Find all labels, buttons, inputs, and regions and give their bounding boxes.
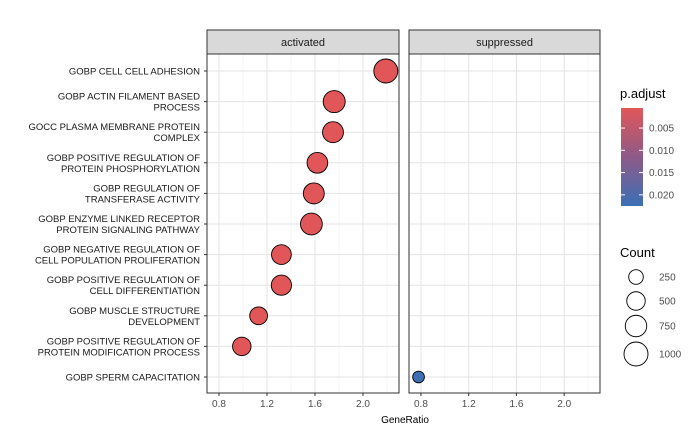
legend-size-key xyxy=(624,314,648,338)
legend-size-label: 250 xyxy=(659,273,676,284)
y-tick-label: GOCC PLASMA MEMBRANE PROTEIN COMPLEX xyxy=(28,122,200,144)
data-point xyxy=(302,182,325,205)
x-tick-label: 1.2 xyxy=(462,399,476,410)
y-tick-label: GOBP CELL CELL ADHESION xyxy=(69,67,200,78)
data-point xyxy=(373,58,399,84)
x-tick-label: 2.0 xyxy=(557,399,571,410)
legend-p-adjust: p.adjust 0.005 0.010 0.015 0.020 xyxy=(620,86,674,206)
legend-count: Count 250 500 750 1000 xyxy=(620,245,682,367)
legend-colorbar-label: 0.005 xyxy=(649,124,674,135)
data-point xyxy=(232,336,252,357)
data-point xyxy=(322,121,344,144)
legend-title: Count xyxy=(620,245,655,260)
x-tick-label: 0.8 xyxy=(414,399,428,410)
y-tick-label: GOBP POSITIVE REGULATION OF PROTEIN PHOSP… xyxy=(47,153,200,175)
y-tick-label: GOBP MUSCLE STRUCTURE DEVELOPMENT xyxy=(69,306,200,328)
y-tick-label: GOBP POSITIVE REGULATION OF PROTEIN MODIF… xyxy=(38,336,201,358)
legend-size-key xyxy=(623,341,649,367)
data-point xyxy=(249,306,268,326)
y-tick-label: GOBP REGULATION OF TRANSFERASE ACTIVITY xyxy=(85,183,201,205)
x-tick-label: 1.6 xyxy=(308,399,322,410)
x-axis-title: GeneRatio xyxy=(381,415,429,426)
facet-strip-label: activated xyxy=(281,37,325,49)
legend-colorbar-label: 0.015 xyxy=(649,168,674,179)
facet-panel-activated: activated xyxy=(206,29,400,394)
panel-border xyxy=(408,53,601,394)
x-tick-label: 1.6 xyxy=(509,399,523,410)
x-tick-label: 0.8 xyxy=(212,399,226,410)
legend-size-label: 750 xyxy=(659,322,676,333)
data-point xyxy=(300,212,323,236)
legend-size-label: 1000 xyxy=(659,350,682,361)
legend-title: p.adjust xyxy=(620,86,666,101)
y-tick-label: GOBP ENZYME LINKED RECEPTOR PROTEIN SIGNA… xyxy=(38,214,200,236)
y-tick-label: GOBP NEGATIVE REGULATION OF CELL POPULATI… xyxy=(35,245,200,267)
x-tick-label: 1.2 xyxy=(260,399,274,410)
legend-size-label: 500 xyxy=(659,297,676,308)
y-tick-label: GOBP POSITIVE REGULATION OF CELL DIFFEREN… xyxy=(47,275,200,297)
data-point xyxy=(270,274,292,296)
data-point xyxy=(322,90,346,114)
data-point xyxy=(271,244,292,265)
legend-colorbar-label: 0.020 xyxy=(649,190,674,201)
facet-strip xyxy=(408,29,601,55)
x-tick-label: 2.0 xyxy=(356,399,370,410)
data-point xyxy=(412,370,425,384)
legend-colorbar xyxy=(621,108,643,206)
y-tick-label: GOBP SPERM CAPACITATION xyxy=(66,373,201,384)
legend-size-key xyxy=(626,291,646,311)
data-point xyxy=(306,151,329,174)
legend-size-key xyxy=(628,269,644,285)
facet-strip xyxy=(206,29,400,55)
facet-strip-label: suppressed xyxy=(476,37,533,49)
y-tick-label: GOBP ACTIN FILAMENT BASED PROCESS xyxy=(58,92,200,114)
legend-colorbar-label: 0.010 xyxy=(649,146,674,157)
facet-panel-suppressed: suppressed xyxy=(408,29,601,394)
